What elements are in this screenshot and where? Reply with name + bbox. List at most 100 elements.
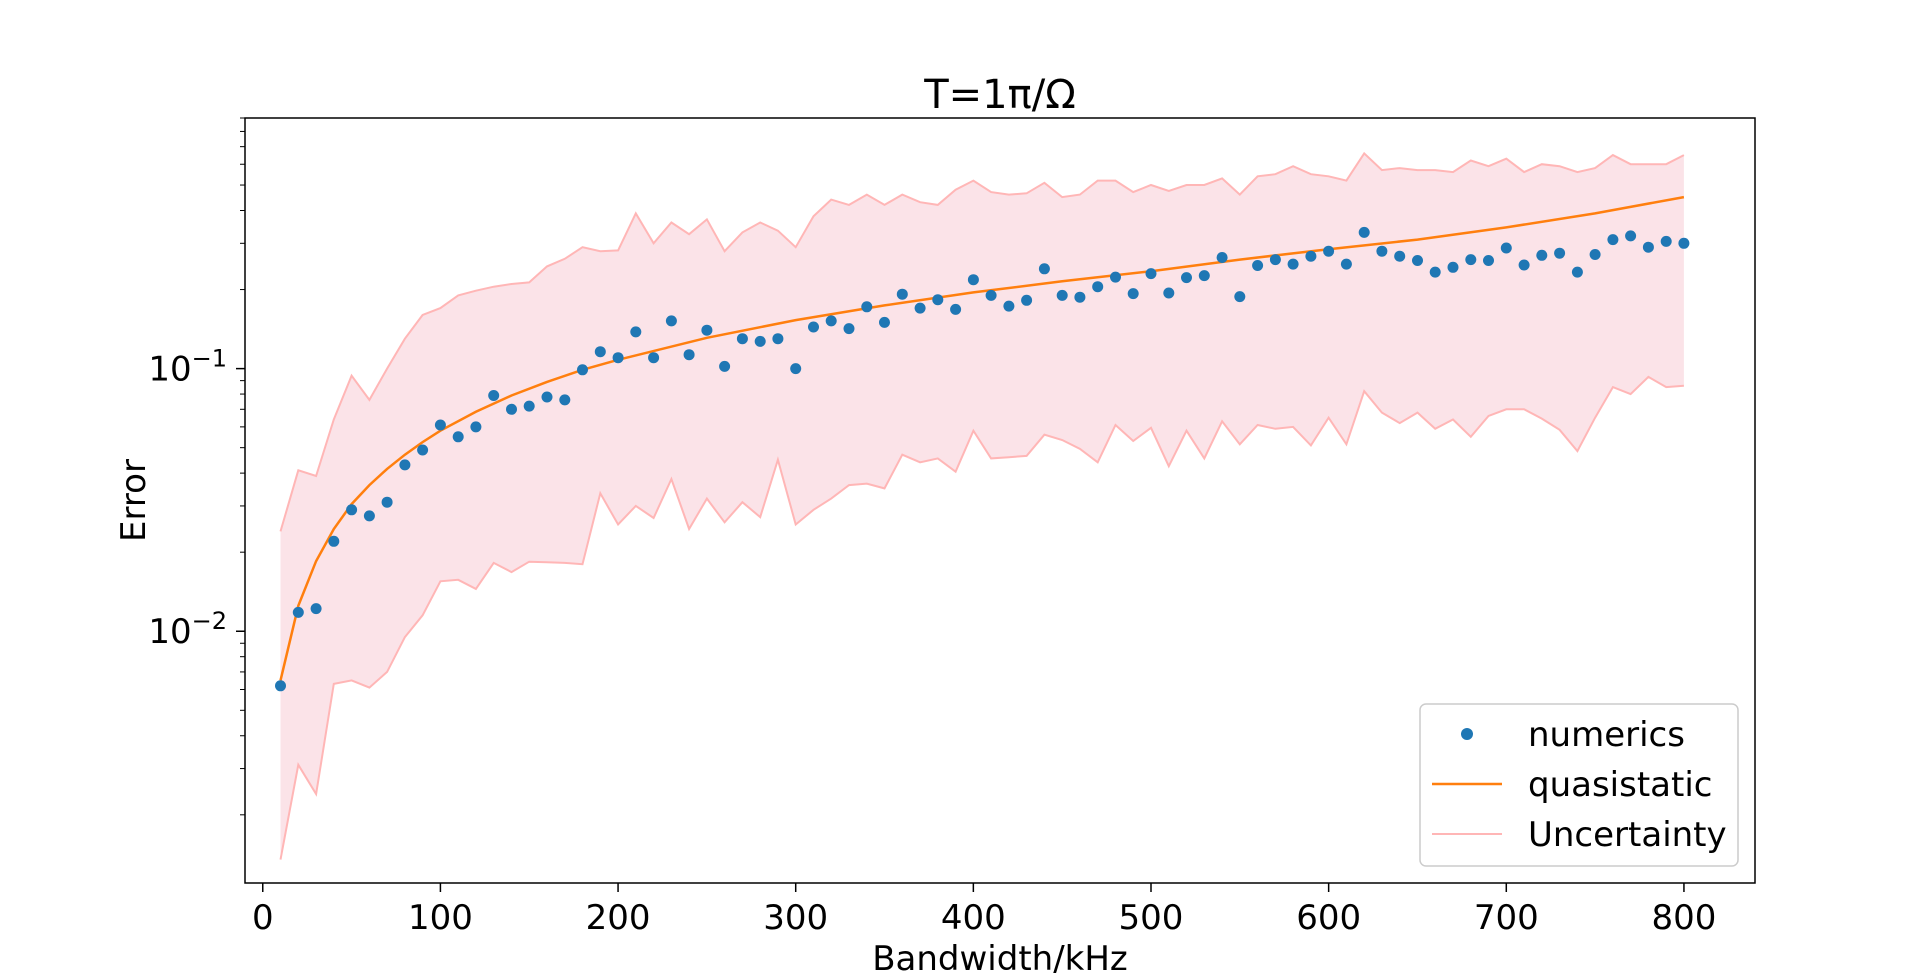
- numerics-point: [736, 333, 748, 345]
- numerics-point: [914, 302, 926, 314]
- x-tick-label: 0: [252, 898, 274, 938]
- numerics-point: [346, 504, 358, 516]
- numerics-point: [1092, 281, 1104, 293]
- numerics-point: [648, 352, 660, 364]
- numerics-point: [541, 391, 553, 403]
- x-axis-ticks: 0 100 200 300 400 500 600 700 800: [252, 883, 1716, 938]
- x-tick-label: 500: [1119, 898, 1184, 938]
- numerics-point: [683, 349, 695, 361]
- numerics-point: [577, 364, 588, 376]
- numerics-point: [879, 316, 890, 328]
- numerics-point: [292, 606, 304, 618]
- numerics-point: [1376, 245, 1388, 257]
- numerics-point: [861, 301, 873, 313]
- numerics-point: [1500, 242, 1512, 254]
- numerics-point: [1607, 234, 1619, 246]
- numerics-point: [559, 394, 571, 406]
- numerics-point: [1145, 268, 1157, 280]
- numerics-point: [275, 680, 286, 692]
- numerics-point: [1305, 250, 1317, 262]
- x-tick-label: 100: [408, 898, 473, 938]
- numerics-point: [1394, 250, 1406, 262]
- numerics-point: [1447, 261, 1459, 273]
- legend-box: [1419, 703, 1739, 867]
- y-tick-label: 10−1: [148, 345, 227, 390]
- numerics-point: [1074, 291, 1086, 303]
- numerics-point: [843, 323, 855, 335]
- numerics-point: [1127, 288, 1139, 300]
- numerics-point: [754, 335, 766, 347]
- numerics-point: [1003, 300, 1015, 312]
- uncertainty-upper-line: [279, 151, 1685, 532]
- numerics-point: [434, 419, 446, 431]
- numerics-point: [665, 315, 677, 327]
- numerics-point: [772, 333, 784, 345]
- numerics-point: [1110, 271, 1121, 283]
- numerics-point: [488, 390, 500, 401]
- numerics-point: [1412, 255, 1423, 266]
- numerics-point: [896, 288, 908, 300]
- numerics-point: [594, 346, 606, 358]
- numerics-point: [523, 400, 535, 412]
- y-axis-ticks: 10−2 10−1: [148, 117, 245, 816]
- numerics-point: [1589, 249, 1601, 260]
- numerics-point: [328, 535, 340, 547]
- numerics-point: [1536, 249, 1548, 261]
- numerics-point: [1465, 254, 1477, 266]
- legend-label-numerics: numerics: [1528, 715, 1685, 755]
- numerics-point: [1181, 272, 1192, 284]
- x-tick-label: 400: [941, 898, 1006, 938]
- numerics-point: [1287, 258, 1299, 270]
- numerics-point: [630, 326, 642, 338]
- numerics-point: [808, 321, 819, 333]
- x-tick-label: 800: [1651, 898, 1716, 938]
- numerics-point: [701, 324, 713, 336]
- numerics-point: [1340, 258, 1352, 270]
- numerics-point: [1483, 255, 1494, 266]
- numerics-point: [1571, 266, 1583, 278]
- numerics-point: [1038, 263, 1050, 275]
- numerics-point: [1198, 270, 1210, 282]
- plot-area: [275, 151, 1690, 860]
- legend-marker-numerics: [1461, 728, 1473, 740]
- numerics-point: [825, 315, 837, 327]
- numerics-point: [1625, 230, 1637, 242]
- numerics-point: [1056, 289, 1068, 301]
- x-tick-label: 700: [1474, 898, 1539, 938]
- numerics-point: [1216, 252, 1228, 263]
- plot-frame: [244, 117, 1756, 884]
- numerics-point: [1021, 294, 1033, 306]
- numerics-point: [1323, 245, 1335, 257]
- numerics-point: [950, 303, 962, 315]
- chart-title: T=1π/Ω: [923, 72, 1076, 118]
- numerics-point: [1358, 226, 1370, 238]
- numerics-point: [1269, 254, 1281, 266]
- numerics-point: [381, 496, 393, 508]
- numerics-point: [506, 403, 517, 415]
- numerics-point: [1642, 241, 1654, 253]
- numerics-point: [417, 444, 429, 456]
- numerics-point: [1678, 237, 1690, 249]
- numerics-point: [1518, 259, 1530, 271]
- numerics-point: [452, 431, 464, 443]
- numerics-point: [363, 510, 375, 522]
- numerics-point: [1429, 266, 1441, 278]
- numerics-point: [1252, 260, 1264, 271]
- numerics-point: [310, 603, 322, 615]
- numerics-point: [719, 360, 731, 372]
- legend-label-uncertainty: Uncertainty: [1528, 815, 1727, 855]
- numerics-point: [967, 274, 979, 286]
- numerics-point: [1660, 235, 1672, 247]
- x-axis-label: Bandwidth/kHz: [872, 939, 1128, 977]
- x-tick-label: 300: [763, 898, 828, 938]
- legend: numerics quasistatic Uncertainty: [1419, 703, 1739, 867]
- numerics-point: [1163, 287, 1175, 299]
- numerics-point: [1554, 247, 1566, 259]
- numerics-point: [790, 363, 802, 375]
- y-axis-label: Error: [114, 459, 154, 542]
- uncertainty-lower-line: [279, 375, 1684, 860]
- numerics-point: [1234, 291, 1246, 303]
- numerics-point: [470, 421, 482, 433]
- y-tick-label: 10−2: [148, 607, 227, 652]
